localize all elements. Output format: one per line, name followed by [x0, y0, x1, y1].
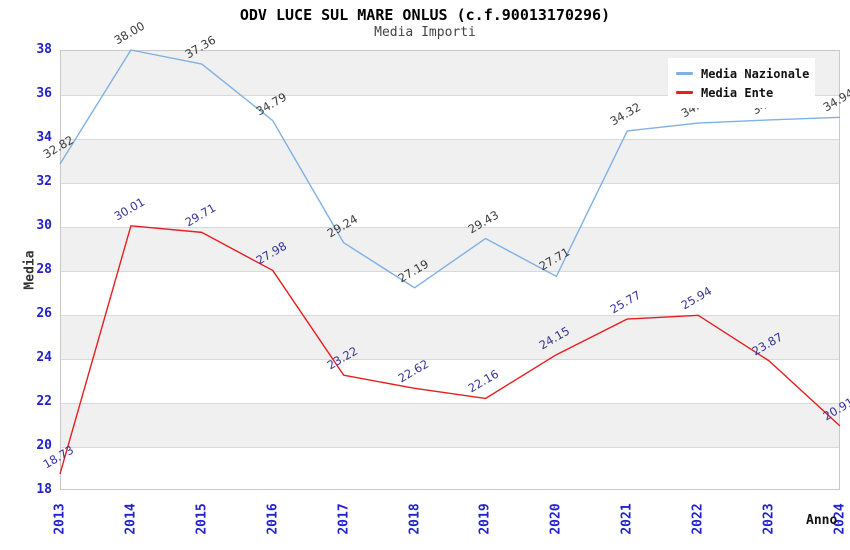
y-tick-label: 32	[36, 174, 52, 189]
y-axis-title: Media	[22, 250, 38, 290]
plot-band	[61, 359, 839, 403]
gridline	[61, 359, 839, 360]
x-tick-label: 2018	[407, 503, 423, 535]
plot-band	[61, 447, 839, 491]
y-tick-label: 22	[36, 394, 52, 409]
x-tick-label: 2021	[619, 503, 635, 535]
x-axis-title: Anno	[806, 513, 838, 528]
x-tick-label: 2022	[690, 503, 706, 535]
y-tick-label: 36	[36, 86, 52, 101]
legend-swatch-media-nazionale	[676, 72, 693, 75]
gridline	[61, 447, 839, 448]
gridline	[61, 227, 839, 228]
legend-item: Media Nazionale	[676, 64, 809, 83]
legend-item: Media Ente	[676, 83, 809, 102]
y-tick-label: 34	[36, 130, 52, 145]
x-tick-label: 2019	[477, 503, 493, 535]
gridline	[61, 271, 839, 272]
plot-area	[60, 50, 840, 490]
plot-band	[61, 183, 839, 227]
x-tick-label: 2017	[336, 503, 352, 535]
gridline	[61, 315, 839, 316]
x-tick-label: 2013	[52, 503, 68, 535]
x-tick-label: 2015	[194, 503, 210, 535]
plot-band	[61, 227, 839, 271]
chart-subtitle: Media Importi	[374, 25, 476, 40]
gridline	[61, 139, 839, 140]
chart-title: ODV LUCE SUL MARE ONLUS (c.f.90013170296…	[239, 6, 611, 24]
plot-band	[61, 139, 839, 183]
legend: Media Nazionale Media Ente	[668, 58, 815, 108]
x-tick-label: 2020	[548, 503, 564, 535]
gridline	[61, 183, 839, 184]
plot-band	[61, 315, 839, 359]
x-tick-label: 2023	[761, 503, 777, 535]
y-tick-label: 20	[36, 438, 52, 453]
plot-band	[61, 403, 839, 447]
y-tick-label: 30	[36, 218, 52, 233]
legend-item-label: Media Ente	[701, 85, 774, 100]
legend-swatch-media-ente	[676, 91, 693, 94]
y-tick-label: 18	[36, 482, 52, 497]
legend-item-label: Media Nazionale	[701, 66, 810, 81]
x-tick-label: 2016	[265, 503, 281, 535]
y-tick-label: 24	[36, 350, 52, 365]
plot-band	[61, 271, 839, 315]
y-tick-label: 26	[36, 306, 52, 321]
gridline	[61, 403, 839, 404]
y-tick-label: 38	[36, 42, 52, 57]
y-tick-label: 28	[36, 262, 52, 277]
x-tick-label: 2014	[123, 503, 139, 535]
